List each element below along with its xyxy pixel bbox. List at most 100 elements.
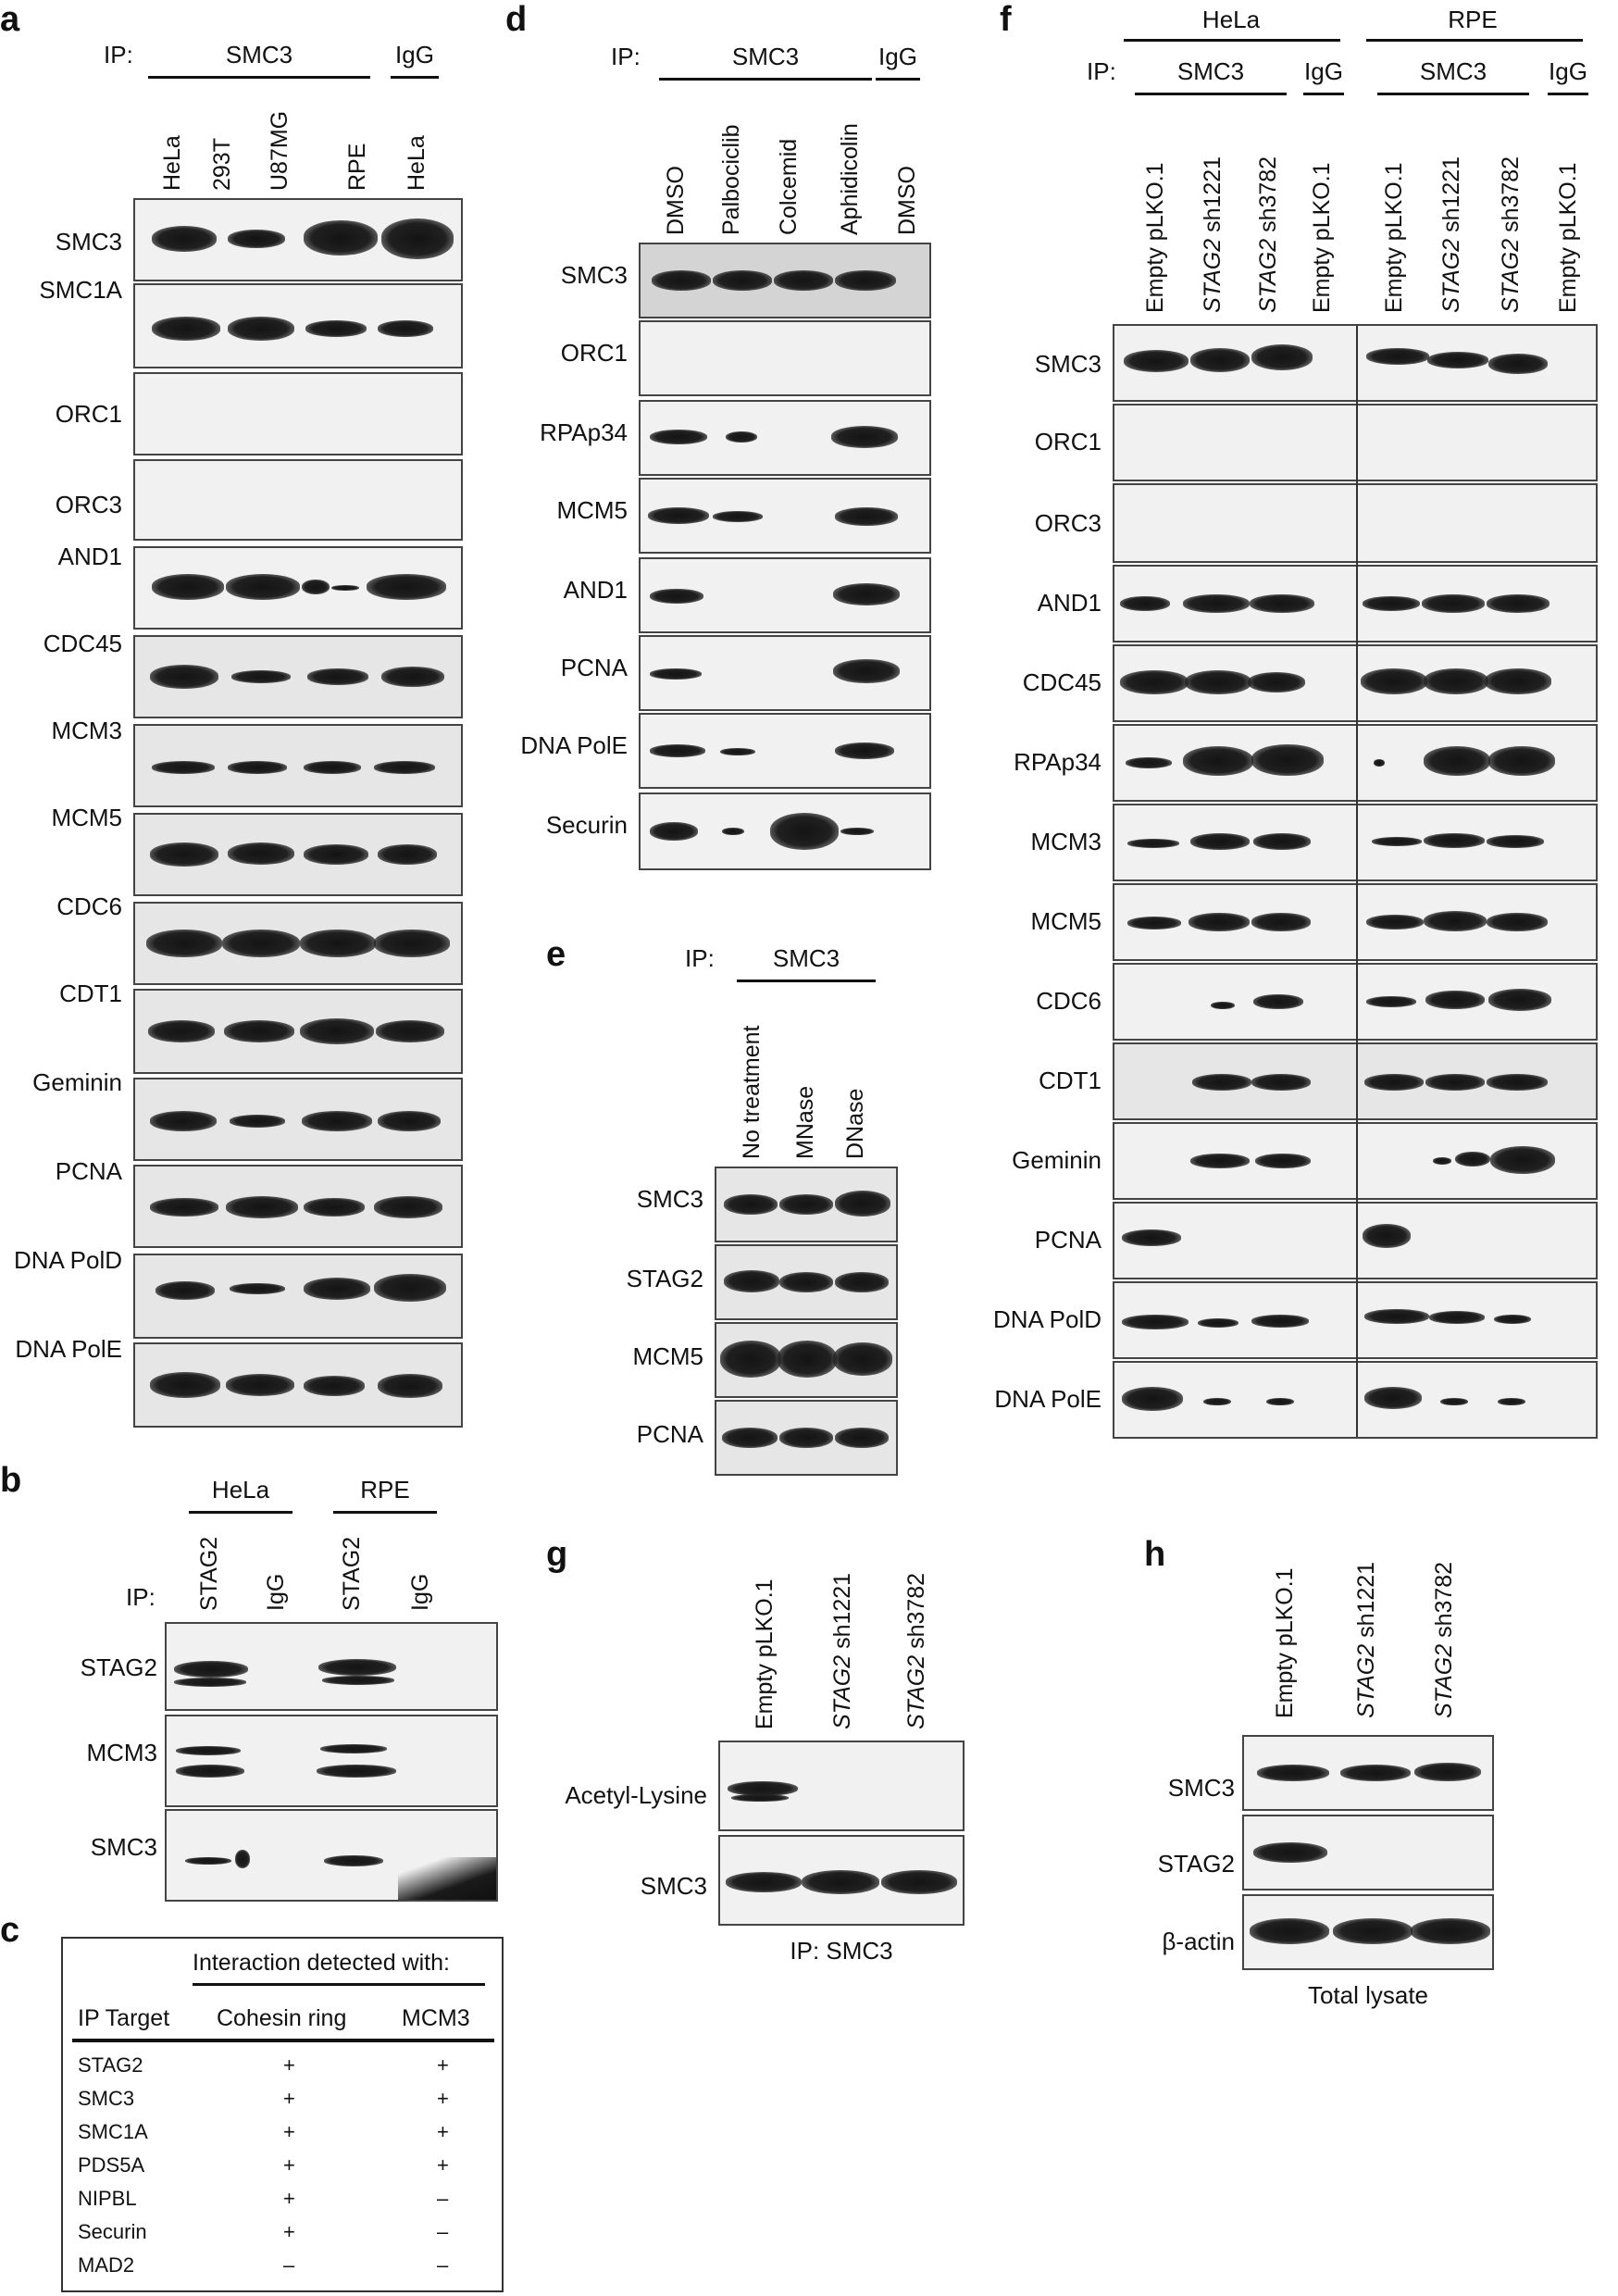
panel-a-blot-mcm3 [133,724,463,807]
panel-h-letter: h [1144,1535,1166,1574]
panel-b-rpe-underline [333,1511,437,1514]
panel-d-lane-3: Colcemid [776,138,802,235]
panel-c-row-2-target: SMC3 [78,2087,135,2110]
panel-f-lane-6: STAG2 sh1221 [1438,156,1464,313]
panel-f-row-smc3: SMC3 [1034,350,1101,378]
panel-d-smc3-underline [659,78,872,81]
panel-f-rpe-underline [1366,39,1583,42]
panel-a-blot-orc1 [133,372,463,455]
panel-c-row-3-cohesin: + [283,2120,295,2143]
panel-e-blot-smc3 [715,1167,898,1242]
panel-c-row-4-mcm3: + [437,2153,449,2177]
panel-b-lane-3: STAG2 [339,1536,365,1611]
panel-c-col-ip: IP Target [78,2005,170,2031]
panel-d-blot-securin [639,792,931,870]
panel-f-row-orc1: ORC1 [1034,428,1101,455]
panel-f-row-cdt1: CDT1 [1039,1067,1101,1094]
panel-b-blot-mcm3 [165,1715,498,1807]
panel-h-row-stag2: STAG2 [1157,1850,1235,1878]
panel-c-row-5-mcm3: – [437,2187,449,2210]
panel-e-smc3-label: SMC3 [772,944,840,972]
panel-f-igg-label-1: IgG [1304,57,1343,85]
panel-f-row-mcm5: MCM5 [1030,907,1101,935]
panel-f-group-rpe: RPE [1448,6,1498,33]
panel-c-row-1-mcm3: + [437,2053,449,2077]
panel-f-blot-smc3 [1113,324,1598,402]
panel-a-row-mcm3: MCM3 [51,717,122,744]
panel-f-blot-cdt1 [1113,1042,1598,1120]
panel-d-row-smc3: SMC3 [560,261,628,289]
panel-e-ip-label: IP: [685,944,715,972]
panel-d-lane-4: Aphidicolin [837,123,863,235]
panel-e-row-mcm5: MCM5 [632,1342,703,1370]
panel-c-header-rule [72,2039,494,2042]
panel-a-blot-cdc45 [133,635,463,718]
panel-c-row-7-target: MAD2 [78,2253,135,2277]
panel-h-lane-2: STAG2 sh1221 [1353,1561,1379,1718]
panel-f-blot-mcm3 [1113,804,1598,881]
panel-c-row-7-mcm3: – [437,2253,449,2277]
panel-d-row-rpap34: RPAp34 [540,418,628,446]
panel-a-lane-2: 293T [209,138,235,191]
panel-c-col-cohesin: Cohesin ring [217,2005,347,2031]
panel-a-smc3-underline [148,76,370,79]
panel-c-header-underline [193,1983,485,1986]
panel-b-lane-1: STAG2 [196,1536,222,1611]
panel-f-blot-orc3 [1113,483,1598,563]
panel-h-blot-beta-actin [1242,1894,1494,1970]
panel-a-igg-underline [391,76,439,79]
panel-f-ip-label: IP: [1087,57,1116,85]
panel-d-smc3-label: SMC3 [731,43,800,70]
panel-a-row-cdc45: CDC45 [43,630,122,657]
panel-f-lane-2: STAG2 sh1221 [1200,156,1226,313]
panel-e-row-stag2: STAG2 [626,1265,703,1292]
panel-f-row-cdc45: CDC45 [1022,668,1101,696]
panel-f-blot-rpap34 [1113,724,1598,802]
panel-f-lane-1: Empty pLKO.1 [1142,162,1168,313]
panel-a-blot-pcna [133,1165,463,1248]
panel-d-igg-label: IgG [878,43,917,70]
panel-a-row-geminin: Geminin [32,1068,122,1096]
panel-a-row-smc1a: SMC1A [39,276,122,304]
panel-e-lane-1: No treatment [739,1025,765,1159]
panel-f-blot-cdc6 [1113,963,1598,1041]
panel-h-footer: Total lysate [1307,1981,1429,2009]
panel-g-blot-smc3 [718,1835,965,1926]
panel-d-blot-and1 [639,557,931,633]
panel-f-row-orc3: ORC3 [1034,509,1101,537]
panel-d-lane-2: Palbociclib [718,124,744,235]
panel-g-lane-2: STAG2 sh1221 [829,1572,855,1729]
panel-b-blot-stag2 [165,1622,498,1711]
panel-e-letter: e [546,935,566,974]
panel-h-blot-smc3 [1242,1735,1494,1811]
panel-c-col-mcm3: MCM3 [402,2005,470,2031]
panel-c-row-1-target: STAG2 [78,2053,143,2077]
panel-a-row-dna-pold: DNA PolD [13,1246,122,1274]
panel-d-row-securin: Securin [545,811,628,839]
panel-f-smc3-underline-2 [1377,93,1529,95]
panel-b-lane-4: IgG [407,1573,433,1611]
panel-f-blot-orc1 [1113,404,1598,481]
panel-c-row-2-cohesin: + [283,2087,295,2110]
panel-g-blot-acetyl-lysine [718,1741,965,1831]
panel-c-letter: c [0,1911,20,1950]
panel-a-lane-4: RPE [344,143,370,191]
panel-d-row-dna-pole: DNA PolE [520,731,628,759]
panel-a-row-pcna: PCNA [55,1157,122,1185]
panel-f-lane-7: STAG2 sh3782 [1498,156,1524,313]
panel-d-row-and1: AND1 [563,576,628,604]
panel-a-blot-dna-pold [133,1254,463,1339]
panel-d-row-mcm5: MCM5 [556,496,628,524]
panel-f-hela-underline [1124,39,1340,42]
panel-g-row-acetyl-lysine: Acetyl-Lysine [565,1781,707,1809]
panel-a-blot-mcm5 [133,813,463,896]
panel-a-blot-and1 [133,546,463,630]
panel-a-lane-5: HeLa [404,135,429,191]
panel-a-ip-label: IP: [104,41,133,69]
panel-d-lane-1: DMSO [663,166,689,235]
panel-d-blot-smc3 [639,243,931,318]
panel-f-igg-underline-1 [1303,93,1344,95]
panel-f-blot-geminin [1113,1122,1598,1200]
panel-d-blot-pcna [639,635,931,711]
panel-f-lane-5: Empty pLKO.1 [1381,162,1407,313]
